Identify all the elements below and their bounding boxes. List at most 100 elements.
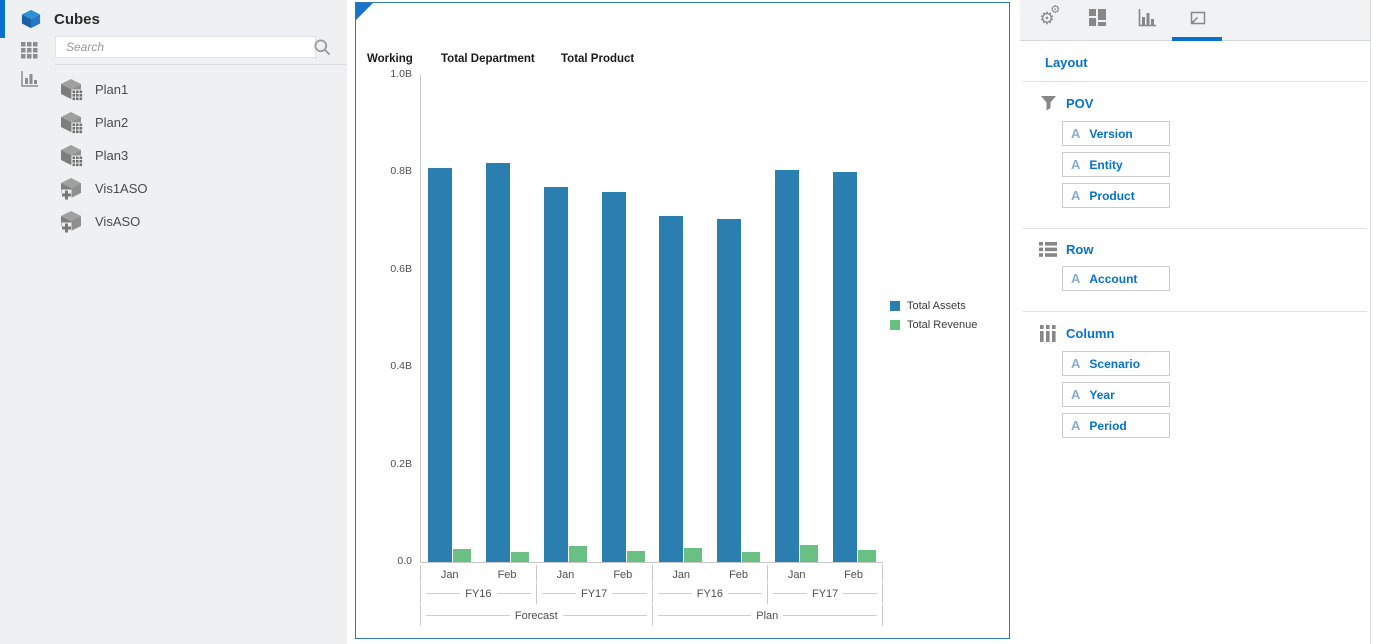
tab-settings[interactable]: ⚙ ⚙: [1022, 0, 1072, 40]
y-axis-tick-label: 0.2B: [390, 457, 412, 470]
year-label: FY16: [696, 587, 724, 600]
layout-title: Layout: [1045, 55, 1088, 70]
legend-swatch: [890, 320, 900, 330]
layout-sections: POV A Version A Entity A Product Row A Account Col…: [1020, 82, 1370, 458]
bar-total-assets[interactable]: [774, 169, 799, 562]
bar-group: [652, 75, 710, 562]
bar-total-revenue[interactable]: [568, 546, 587, 562]
legend-label: Total Revenue: [907, 319, 978, 331]
bar-total-assets[interactable]: [717, 218, 742, 562]
dimension-entity[interactable]: A Entity: [1062, 152, 1170, 177]
year-group: FY16: [420, 583, 536, 604]
x-axis-periods: Jan Feb Jan Feb Jan Feb Jan Feb: [420, 565, 883, 582]
dimension-type-icon: A: [1071, 387, 1081, 402]
year-label: FY17: [811, 587, 839, 600]
pov-header-version[interactable]: Working: [367, 53, 413, 65]
bar-total-assets[interactable]: [486, 162, 511, 562]
period-group: Jan Feb: [767, 565, 883, 582]
search-icon[interactable]: [313, 38, 332, 57]
layout-icon: [1187, 8, 1207, 33]
section-divider: [1023, 228, 1367, 229]
panel-tabs: ⚙ ⚙: [1020, 0, 1370, 41]
bar-total-revenue[interactable]: [742, 552, 761, 562]
aso-cube-icon: [60, 210, 83, 233]
section-header: POV: [1039, 95, 1370, 112]
legend-label: Total Assets: [907, 300, 966, 312]
pov-header-product[interactable]: Total Product: [561, 53, 635, 65]
dimension-list: A Scenario A Year A Period: [1062, 351, 1370, 438]
list-item[interactable]: Vis1ASO: [55, 172, 347, 205]
x-axis-scenarios: Forecast Plan: [420, 605, 883, 626]
dimension-list: A Version A Entity A Product: [1062, 121, 1370, 208]
bar-total-revenue[interactable]: [684, 548, 703, 562]
section-pov: POV A Version A Entity A Product: [1020, 82, 1370, 228]
aso-cube-icon: [60, 177, 83, 200]
year-group: FY16: [651, 583, 768, 604]
dimension-type-icon: A: [1071, 356, 1081, 371]
x-axis-label: Jan: [556, 569, 575, 581]
dimension-scenario[interactable]: A Scenario: [1062, 351, 1170, 376]
section-header: Column: [1039, 325, 1370, 342]
list-item[interactable]: Plan3: [55, 139, 347, 172]
plot-area: [420, 75, 883, 563]
list-item[interactable]: Plan2: [55, 106, 347, 139]
cubes-panel: Cubes Plan1 Plan2 Plan3 Vis1ASO VisASO: [0, 0, 347, 644]
dimension-label: Product: [1089, 188, 1135, 203]
chart-canvas[interactable]: Working Total Department Total Product 1…: [355, 2, 1010, 639]
funnel-icon: [1039, 95, 1057, 112]
search-input[interactable]: [55, 36, 316, 58]
bar-group: [710, 75, 768, 562]
bar-total-assets[interactable]: [601, 191, 626, 562]
section-column: Column A Scenario A Year A Period: [1020, 312, 1370, 458]
dimension-type-icon: A: [1071, 126, 1081, 141]
list-item[interactable]: VisASO: [55, 205, 347, 238]
gears-icon: ⚙ ⚙: [1039, 3, 1061, 29]
section-title: Row: [1066, 242, 1094, 257]
bar-total-assets[interactable]: [543, 187, 568, 562]
bar-group: [479, 75, 537, 562]
dimension-account[interactable]: A Account: [1062, 266, 1170, 291]
cube-label: Plan1: [95, 82, 129, 97]
bar-total-assets[interactable]: [428, 167, 453, 562]
bar-total-assets[interactable]: [832, 172, 857, 562]
tiles-icon: [1088, 8, 1107, 32]
grid-view-icon[interactable]: [21, 42, 38, 59]
plan-cube-icon: [60, 78, 83, 101]
section-title: POV: [1066, 96, 1094, 111]
tab-tiles[interactable]: [1072, 0, 1122, 40]
bar-total-assets[interactable]: [659, 216, 684, 562]
section-title: Column: [1066, 326, 1115, 341]
bar-total-revenue[interactable]: [857, 550, 876, 562]
cube-label: Plan2: [95, 115, 129, 130]
dimension-version[interactable]: A Version: [1062, 121, 1170, 146]
tab-layout[interactable]: [1172, 0, 1222, 41]
bar-total-revenue[interactable]: [511, 552, 530, 562]
bar-total-revenue[interactable]: [453, 548, 472, 562]
bar-group: [537, 75, 595, 562]
tab-chart[interactable]: [1122, 0, 1172, 40]
chart-view-icon[interactable]: [21, 71, 39, 87]
dimension-period[interactable]: A Period: [1062, 413, 1170, 438]
sidebar-divider: [55, 64, 347, 65]
dimension-label: Version: [1089, 126, 1133, 141]
year-label: FY16: [465, 587, 492, 600]
period-group: Jan Feb: [420, 565, 536, 582]
dimension-product[interactable]: A Product: [1062, 183, 1170, 208]
list-item[interactable]: Plan1: [55, 73, 347, 106]
x-axis-label: Feb: [613, 569, 633, 581]
year-label: FY17: [580, 587, 608, 600]
y-axis-tick-label: 0.6B: [390, 262, 412, 275]
dimension-label: Year: [1089, 387, 1115, 402]
dimension-year[interactable]: A Year: [1062, 382, 1170, 407]
bar-total-revenue[interactable]: [626, 551, 645, 562]
section-header: Row: [1039, 242, 1370, 257]
y-axis-tick-label: 0.8B: [390, 165, 412, 178]
legend-item: Total Revenue: [890, 319, 977, 331]
cubes-panel-header: Cubes: [0, 0, 347, 38]
dimension-type-icon: A: [1071, 157, 1081, 172]
bar-total-revenue[interactable]: [799, 544, 818, 562]
section-divider: [1023, 311, 1367, 312]
dimension-type-icon: A: [1071, 188, 1081, 203]
pov-header-entity[interactable]: Total Department: [441, 53, 535, 65]
